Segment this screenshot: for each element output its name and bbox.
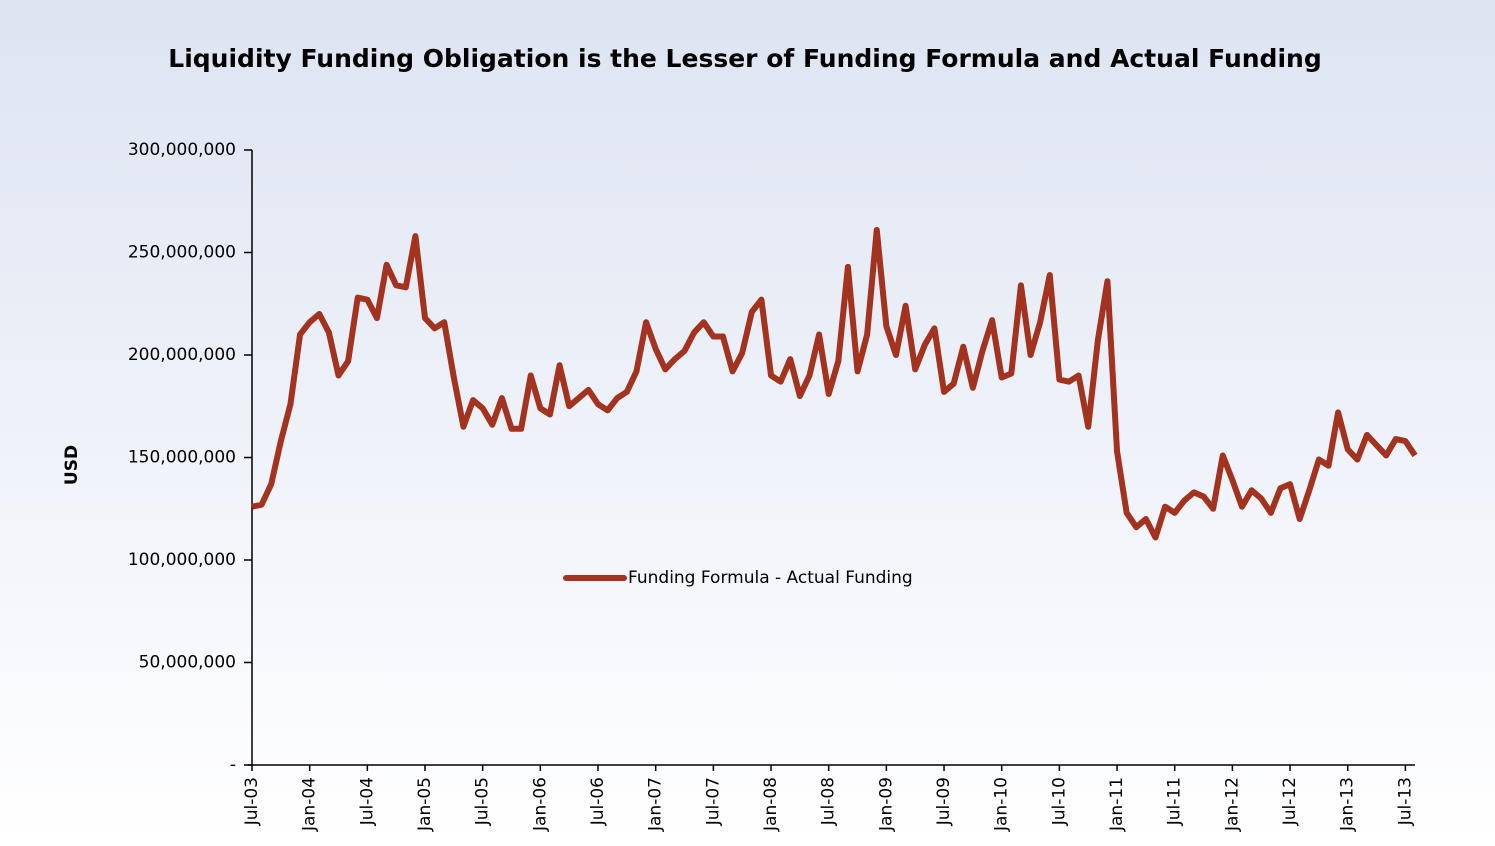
x-tick-label: Jan-07 [646, 777, 666, 832]
x-tick-label: Jul-10 [1049, 777, 1069, 826]
y-tick-label: 50,000,000 [139, 653, 236, 673]
x-tick-label: Jul-07 [703, 777, 723, 826]
x-tick-label: Jul-03 [242, 777, 262, 826]
y-tick-label: 250,000,000 [128, 243, 236, 263]
chart-title: Liquidity Funding Obligation is the Less… [168, 44, 1321, 73]
x-tick-label: Jul-04 [357, 777, 377, 826]
x-tick-label: Jan-11 [1107, 777, 1127, 832]
y-tick-label: - [230, 755, 236, 775]
y-tick-label: 300,000,000 [128, 140, 236, 160]
y-tick-label: 200,000,000 [128, 345, 236, 365]
x-tick-label: Jan-08 [761, 777, 781, 832]
x-tick-label: Jul-09 [934, 777, 954, 826]
x-tick-label: Jan-05 [415, 777, 435, 832]
legend-label: Funding Formula - Actual Funding [628, 568, 913, 588]
x-tick-label: Jul-06 [588, 777, 608, 826]
x-tick-label: Jan-09 [876, 777, 896, 832]
x-tick-label: Jul-13 [1395, 777, 1415, 826]
x-tick-label: Jan-10 [992, 777, 1012, 832]
x-tick-label: Jan-13 [1338, 777, 1358, 832]
y-tick-label: 150,000,000 [128, 448, 236, 468]
x-tick-label: Jul-11 [1165, 777, 1185, 826]
y-tick-label: 100,000,000 [128, 550, 236, 570]
x-tick-label: Jan-12 [1222, 777, 1242, 832]
x-tick-label: Jul-05 [473, 777, 493, 826]
y-axis-label: USD [62, 445, 82, 485]
x-tick-label: Jul-12 [1280, 777, 1300, 826]
x-tick-label: Jan-06 [530, 777, 550, 832]
x-tick-label: Jan-04 [300, 777, 320, 832]
data-line [251, 226, 1418, 541]
x-tick-label: Jul-08 [819, 777, 839, 826]
